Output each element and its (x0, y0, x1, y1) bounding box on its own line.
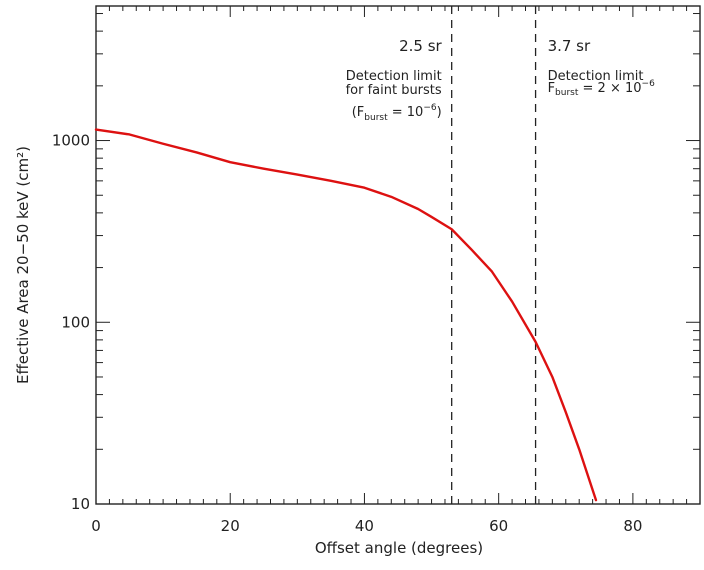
x-tick-label: 40 (355, 517, 374, 535)
label-3p7sr: 3.7 sr (548, 37, 591, 55)
note-text: (F (352, 105, 365, 120)
effective-area-curve (96, 130, 596, 501)
y-tick-label: 1000 (52, 132, 90, 150)
detection-limit-lines (452, 6, 536, 504)
note-2p5sr-line1: Detection limit (346, 69, 442, 84)
y-tick-label: 100 (61, 313, 90, 331)
note-text: = 10 (388, 105, 424, 120)
label-2p5sr: 2.5 sr (399, 37, 442, 55)
note-superscript: −6 (423, 103, 437, 113)
y-axis-title: Effective Area 20−50 keV (cm²) (14, 146, 32, 384)
x-tick-label: 60 (489, 517, 508, 535)
y-tick-label: 10 (71, 495, 90, 513)
x-tick-label: 0 (91, 517, 101, 535)
note-2p5sr-line2: for faint bursts (346, 83, 442, 98)
note-subscript: burst (364, 113, 388, 123)
note-text: = 2 × 10 (578, 81, 641, 96)
note-text: ) (437, 105, 442, 120)
note-2p5sr-line3: (Fburst = 10−6) (352, 103, 442, 123)
x-tick-label: 80 (623, 517, 642, 535)
note-text: F (548, 81, 555, 96)
data-series (96, 130, 596, 501)
x-axis-title: Offset angle (degrees) (315, 539, 483, 557)
note-superscript: −6 (642, 79, 656, 89)
tick-labels: 0 20 40 60 80 10 100 1000 (52, 132, 643, 535)
x-tick-label: 20 (221, 517, 240, 535)
note-subscript: burst (555, 88, 579, 98)
